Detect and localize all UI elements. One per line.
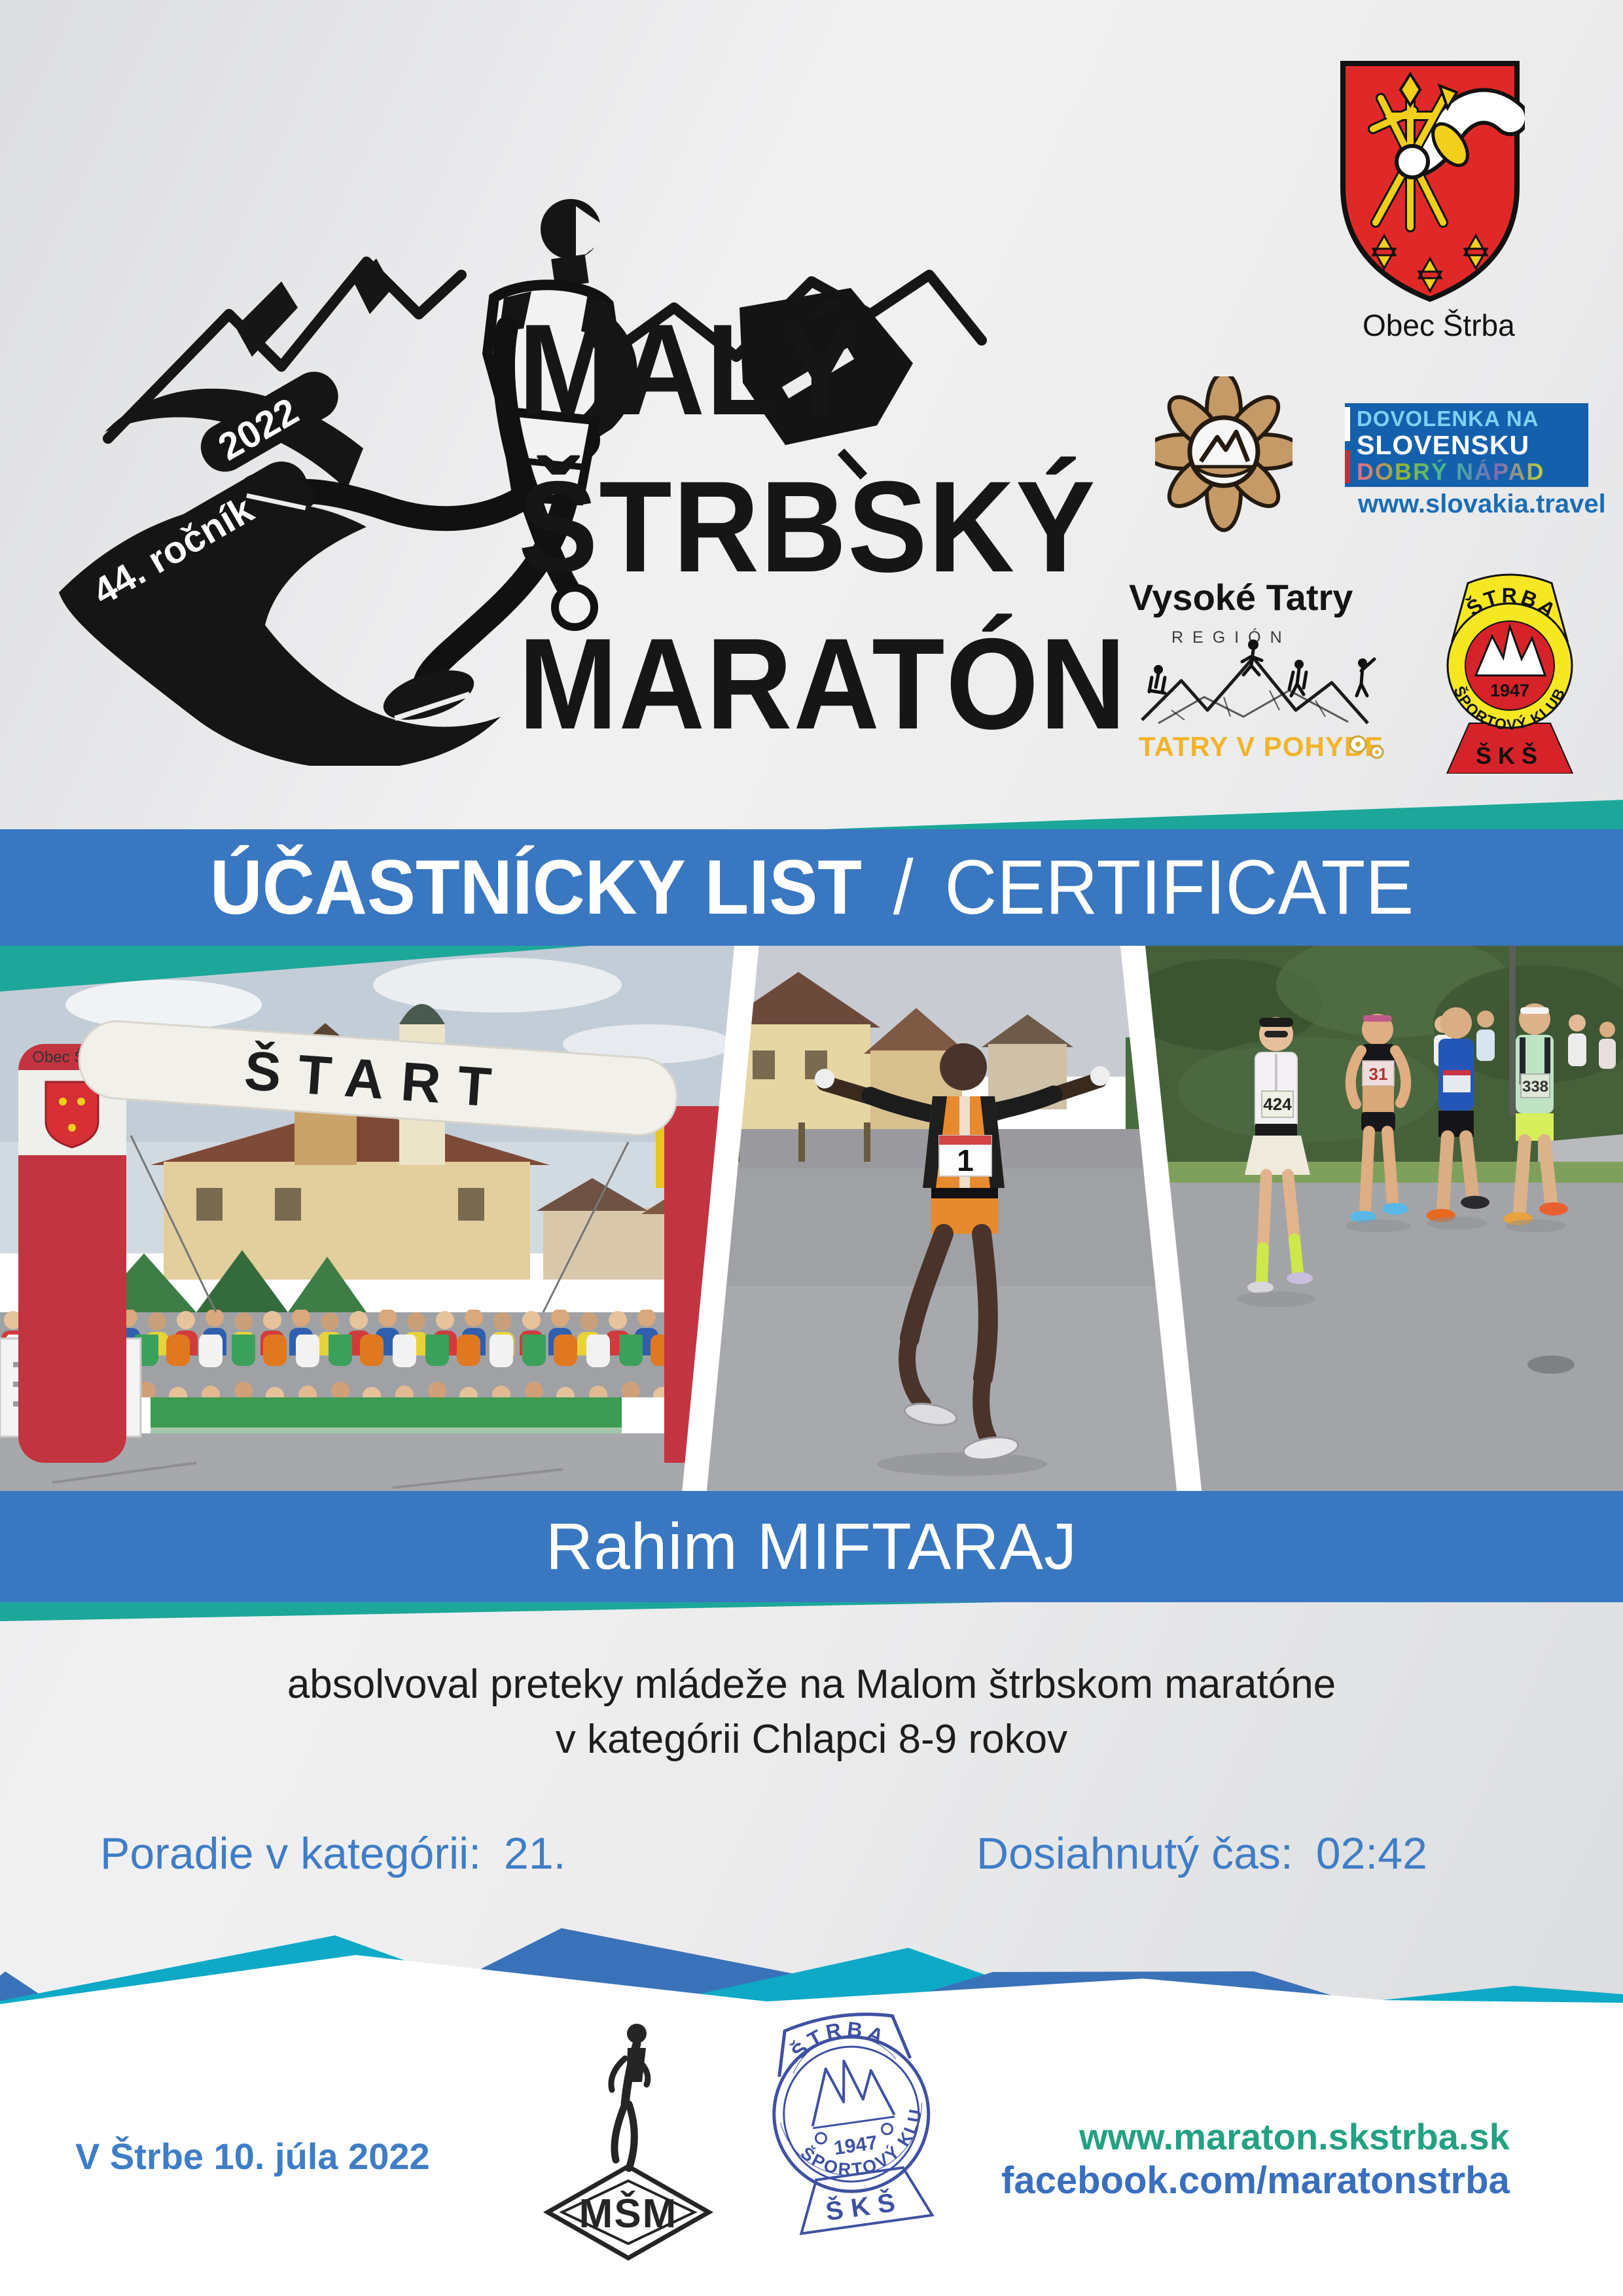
sport-figures xyxy=(1147,639,1376,698)
mountain-facet-1 xyxy=(236,281,298,357)
tatry-v-pohybe-text: TATRY V POHYBE xyxy=(1139,731,1383,762)
photo-strip: Obec Štrba ŠTART xyxy=(0,946,1623,1491)
photo-finisher: 1 xyxy=(707,946,1177,1491)
teal-sliver-under-name xyxy=(0,1602,1001,1621)
tatry-v-pohybe-logo: TATRY V POHYBE xyxy=(1139,639,1384,762)
msm-stamp: MŠM xyxy=(543,2024,714,2261)
result-description-line2: v kategórii Chlapci 8-9 rokov xyxy=(555,1717,1068,1762)
rank-value: 21. xyxy=(504,1829,566,1878)
mountain-tick xyxy=(837,448,868,480)
edelweiss-small-icon xyxy=(1349,735,1384,759)
footer-white-area xyxy=(0,2054,1623,2296)
finisher-bib-number: 1 xyxy=(957,1143,974,1177)
participant-banner: Rahim MIFTARAJ xyxy=(0,1491,1623,1602)
road-bib-338: 338 xyxy=(1522,1078,1548,1096)
sport-klub-logo: ŠTRBA 1947 ŠPORTOVÝ KLUB ŠKŠ xyxy=(1446,573,1574,774)
certificate-banner-text: ÚČASTNÍCKY LIST / CERTIFICATE xyxy=(209,843,1414,932)
dovolenka-line3: DOBRÝ NÁPAD xyxy=(1357,459,1588,485)
time-value: 02:42 xyxy=(1315,1829,1427,1878)
msm-stamp-text: MŠM xyxy=(579,2191,678,2236)
vysoke-tatry-region: REGIÓN xyxy=(1171,628,1291,647)
sks-stamp-year: 1947 xyxy=(832,2132,879,2159)
time-label: Dosiahnutý čas: xyxy=(976,1829,1293,1878)
slovakia-travel-url: www.slovakia.travel xyxy=(1358,490,1606,518)
club-bottom-text: ŠKŠ xyxy=(1476,742,1544,769)
banner-separator: / xyxy=(893,844,914,931)
photo-road-runners: 338 424 xyxy=(1145,946,1623,1491)
sks-stamp: ŠTRBA 1947 ŠPORTOVÝ KLUB ŠKŠ xyxy=(767,2003,935,2235)
dovolenka-line2: SLOVENSKU xyxy=(1357,429,1530,460)
svg-text:ŠTRBA: ŠTRBA xyxy=(783,2011,894,2066)
footer-zigzag xyxy=(0,1928,1623,2055)
photo-start-line: Obec Štrba ŠTART xyxy=(0,946,734,1491)
result-description-line1: absolvoval preteky mládeže na Malom štrb… xyxy=(287,1662,1336,1707)
mountain-facet-2 xyxy=(353,259,393,314)
certificate-banner: ÚČASTNÍCKY LIST / CERTIFICATE xyxy=(0,829,1623,946)
mountains-left xyxy=(103,257,467,444)
banner-title-en: CERTIFICATE xyxy=(944,844,1414,931)
event-title-line-2: ŠTRBSKÝ xyxy=(518,454,1097,599)
website-url: www.maraton.skstrba.sk xyxy=(1079,2116,1510,2157)
edelweiss-icon xyxy=(1155,376,1293,532)
runner-white-424: 424 xyxy=(1245,1017,1313,1293)
sks-stamp-top-text: ŠTRBA xyxy=(783,2011,894,2066)
zigzag-white-mountains xyxy=(0,1955,1623,2055)
teal-stripe-upper xyxy=(806,800,1623,830)
runner-blue xyxy=(1427,1007,1489,1222)
flag-stripe-white xyxy=(1345,407,1350,441)
event-logo: 2022 44. ročník xyxy=(59,199,987,766)
road-bib-424: 424 xyxy=(1263,1094,1292,1114)
runner-black-31: 31 xyxy=(1345,1014,1412,1223)
facebook-url: facebook.com/maratonstrba xyxy=(1001,2159,1510,2202)
flag-stripe-red xyxy=(1345,450,1350,483)
time-line: Dosiahnutý čas: 02:42 xyxy=(976,1828,1427,1879)
event-title-line-3: MARATÓN xyxy=(518,611,1128,756)
event-title-line-1: MALÝ xyxy=(518,297,861,442)
participant-name: Rahim MIFTARAJ xyxy=(545,1509,1078,1583)
road-bib-31: 31 xyxy=(1369,1064,1388,1084)
runner-mint: 338 xyxy=(1504,1003,1568,1225)
dovolenka-logo: DOVOLENKA NA SLOVENSKU DOBRÝ NÁPAD xyxy=(1345,403,1588,487)
obec-strba-coat-of-arms xyxy=(1340,61,1525,302)
club-mountains xyxy=(1474,622,1547,677)
event-title: MALÝ ŠTRBSKÝ MARATÓN xyxy=(518,291,1180,762)
runner-illustration xyxy=(240,199,637,721)
club-year: 1947 xyxy=(1490,681,1529,700)
mountains-right xyxy=(587,270,987,372)
vysoke-tatry-name: Vysoké Tatry xyxy=(1129,577,1353,618)
dovolenka-line1: DOVOLENKA NA xyxy=(1357,406,1539,431)
swoosh-main xyxy=(59,501,501,766)
banner-title-sk: ÚČASTNÍCKY LIST xyxy=(209,844,862,931)
mountain-snow-slash xyxy=(781,348,855,399)
vysoke-tatry-logo xyxy=(1155,376,1293,532)
finisher-runner: 1 xyxy=(815,1043,1110,1461)
obec-strba-caption: Obec Štrba xyxy=(1363,308,1515,342)
date-place: V Štrbe 10. júla 2022 xyxy=(75,2136,430,2177)
rank-line: Poradie v kategórii: 21. xyxy=(100,1828,566,1879)
rank-label: Poradie v kategórii: xyxy=(100,1829,482,1878)
